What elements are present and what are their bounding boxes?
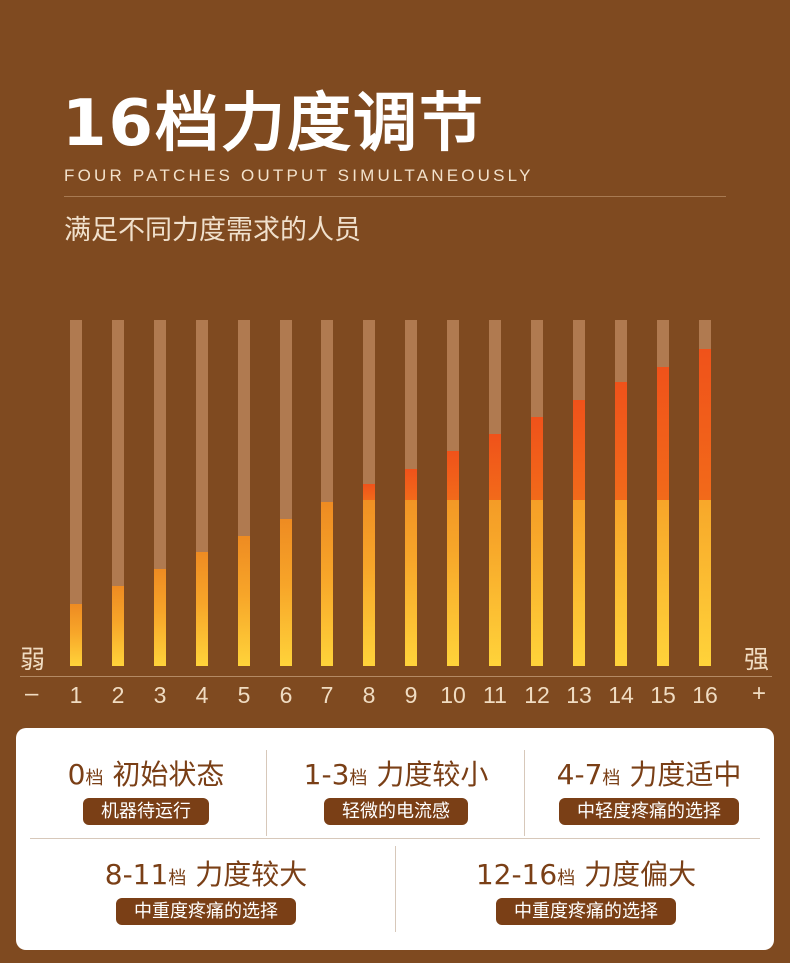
strong-label: 强 — [744, 645, 770, 674]
chinese-subtitle: 满足不同力度需求的人员 — [64, 215, 361, 246]
level-bar-13 — [573, 320, 585, 666]
divider — [266, 750, 267, 836]
level-bar-7 — [321, 320, 333, 666]
mode-note-badge: 机器待运行 — [83, 797, 209, 825]
mode-heading: 4-7档 力度适中 — [556, 758, 742, 791]
level-label: 2 — [111, 682, 125, 708]
mode-0: 0档 初始状态 机器待运行 — [36, 758, 256, 825]
level-label: 4 — [195, 682, 209, 708]
level-label: 6 — [279, 682, 293, 708]
weak-label: 弱 — [20, 645, 46, 674]
level-bar-hot-segment — [573, 399, 585, 500]
level-bar-hot-segment — [615, 382, 627, 500]
level-label: 11 — [483, 682, 507, 708]
level-bar-fill — [196, 551, 208, 666]
level-bar-hot-segment — [531, 416, 543, 500]
level-label: 1 — [69, 682, 83, 708]
level-bar-6 — [280, 320, 292, 666]
level-bar-fill — [238, 536, 250, 666]
mode-4-7: 4-7档 力度适中 中轻度疼痛的选择 — [531, 758, 767, 825]
level-label: 16 — [692, 682, 718, 708]
mode-heading: 8-11档 力度较大 — [104, 858, 308, 891]
level-bar-9 — [405, 320, 417, 666]
level-bar-hot-segment — [657, 366, 669, 500]
mode-note-badge: 中轻度疼痛的选择 — [559, 797, 739, 825]
level-label: 3 — [153, 682, 167, 708]
mode-card: 0档 初始状态 机器待运行 1-3档 力度较小 轻微的电流感 4-7档 力度适中… — [16, 728, 774, 950]
level-bar-hot-segment — [405, 468, 417, 500]
scale-axis — [20, 676, 772, 677]
level-bar-hot-segment — [363, 484, 375, 500]
plus-sign: + — [752, 680, 767, 707]
divider — [30, 838, 760, 839]
mode-heading: 12-16档 力度偏大 — [475, 858, 697, 891]
level-bar-5 — [238, 320, 250, 666]
level-bar-fill — [321, 501, 333, 666]
level-bar-fill — [447, 451, 459, 666]
level-bar-fill — [615, 382, 627, 666]
level-bar-1 — [70, 320, 82, 666]
level-bar-fill — [154, 569, 166, 666]
level-bar-2 — [112, 320, 124, 666]
level-bar-hot-segment — [699, 349, 711, 500]
level-bar-fill — [70, 603, 82, 666]
divider — [395, 846, 396, 932]
page-title: 16档力度调节 — [62, 87, 486, 161]
level-bar-fill — [405, 468, 417, 666]
mode-heading: 0档 初始状态 — [67, 758, 225, 791]
mode-note-badge: 中重度疼痛的选择 — [116, 897, 296, 925]
divider — [524, 750, 525, 836]
mode-1-3: 1-3档 力度较小 轻微的电流感 — [276, 758, 516, 825]
level-bar-fill — [699, 349, 711, 666]
minus-sign: – — [25, 680, 39, 707]
level-label: 15 — [650, 682, 676, 708]
level-label: 7 — [320, 682, 334, 708]
level-label: 8 — [362, 682, 376, 708]
level-label: 10 — [440, 682, 466, 708]
level-label: 9 — [404, 682, 418, 708]
mode-8-11: 8-11档 力度较大 中重度疼痛的选择 — [56, 858, 356, 925]
level-bar-8 — [363, 320, 375, 666]
level-label: 14 — [608, 682, 634, 708]
level-bar-fill — [573, 399, 585, 666]
level-bar-fill — [112, 586, 124, 666]
level-bar-hot-segment — [447, 451, 459, 500]
title-divider — [64, 196, 726, 197]
mode-note-badge: 轻微的电流感 — [324, 797, 468, 825]
level-bar-fill — [363, 484, 375, 666]
level-bar-14 — [615, 320, 627, 666]
mode-12-16: 12-16档 力度偏大 中重度疼痛的选择 — [436, 858, 736, 925]
english-subtitle: FOUR PATCHES OUTPUT SIMULTANEOUSLY — [64, 166, 534, 185]
level-label: 13 — [566, 682, 592, 708]
level-label: 5 — [237, 682, 251, 708]
level-bar-15 — [657, 320, 669, 666]
level-bar-12 — [531, 320, 543, 666]
level-bar-16 — [699, 320, 711, 666]
level-bar-fill — [657, 366, 669, 666]
level-bar-fill — [280, 518, 292, 666]
level-bar-4 — [196, 320, 208, 666]
level-bar-hot-segment — [489, 434, 501, 500]
level-bar-10 — [447, 320, 459, 666]
level-bar-3 — [154, 320, 166, 666]
level-label: 12 — [524, 682, 550, 708]
level-bar-11 — [489, 320, 501, 666]
level-bar-fill — [531, 416, 543, 666]
mode-note-badge: 中重度疼痛的选择 — [496, 897, 676, 925]
mode-heading: 1-3档 力度较小 — [303, 758, 489, 791]
level-bar-fill — [489, 434, 501, 666]
